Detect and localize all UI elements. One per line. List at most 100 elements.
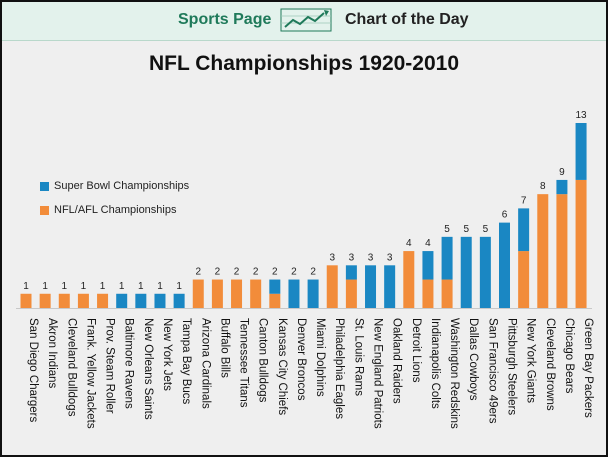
legend-label-super-bowl: Super Bowl Championships [54,180,190,192]
bar-super-bowl-green-bay-packers [575,123,587,180]
tick-label-buffalo-bills: Buffalo Bills [218,318,230,378]
data-label-cleveland-bulldogs: 1 [61,281,67,292]
data-label-akron-indians: 1 [42,281,48,292]
data-label-new-york-jets: 1 [157,281,163,292]
tick-label-st-louis-rams: St. Louis Rams [352,318,364,396]
bar-super-bowl-new-york-jets [154,293,166,308]
bar-nfl-afl-kansas-city-chiefs [269,293,281,308]
legend-label-nfl-afl: NFL/AFL Championships [54,204,177,216]
data-label-detroit-lions: 4 [406,238,412,249]
tick-label-tennessee-titans: Tennessee Titans [238,318,250,408]
chart-title: NFL Championships 1920-2010 [148,52,460,75]
bar-nfl-afl-buffalo-bills [211,279,223,308]
data-label-baltimore-ravens: 1 [119,281,125,292]
bar-super-bowl-baltimore-ravens [116,293,128,308]
bar-super-bowl-dallas-cowboys [460,236,472,308]
data-label-kansas-city-chiefs: 2 [272,267,278,278]
trend-chart-icon [280,8,332,32]
data-label-arizona-cardinals: 2 [195,267,201,278]
bar-super-bowl-pittsburgh-steelers [499,222,510,308]
data-label-st-louis-rams: 3 [349,252,355,263]
data-label-washington-redskins: 5 [444,224,450,235]
bar-super-bowl-washington-redskins [441,236,453,280]
tick-label-san-diego-chargers: San Diego Chargers [27,318,39,422]
bar-nfl-afl-canton-bulldogs [250,279,262,308]
tick-label-oakland-raiders: Oakland Raiders [391,318,403,404]
tick-label-cleveland-bulldogs: Cleveland Bulldogs [65,318,77,417]
bar-super-bowl-new-york-giants [518,208,530,252]
bar-nfl-afl-philadelphia-eagles [326,265,338,308]
bar-nfl-afl-st-louis-rams [345,279,357,308]
tick-label-new-england-patriots: New England Patriots [372,318,384,429]
data-label-dallas-cowboys: 5 [463,224,469,235]
tick-label-dallas-cowboys: Dallas Cowboys [467,318,479,401]
bar-nfl-afl-indianapolis-colts [422,279,434,308]
tick-label-baltimore-ravens: Baltimore Ravens [123,318,135,409]
bar-super-bowl-san-francisco-49ers [479,236,491,308]
header-banner: Sports Page Chart of the Day [2,2,606,41]
tick-label-indianapolis-colts: Indianapolis Colts [429,318,441,409]
tick-label-cleveland-browns: Cleveland Browns [544,318,556,411]
tick-label-akron-indians: Akron Indians [46,318,58,389]
data-label-pittsburgh-steelers: 6 [502,210,508,221]
tick-label-chicago-bears: Chicago Bears [563,318,575,394]
bar-super-bowl-denver-broncos [288,279,300,308]
tick-label-new-orleans-saints: New Orleans Saints [142,318,154,420]
tick-label-pittsburgh-steelers: Pittsburgh Steelers [506,318,518,415]
bar-nfl-afl-prov-steam-roller [97,293,109,308]
bar-super-bowl-chicago-bears [556,179,568,195]
tick-label-tampa-bay-bucs: Tampa Bay Bucs [180,318,192,405]
bar-nfl-afl-new-york-giants [518,251,530,308]
data-label-chicago-bears: 9 [559,167,565,178]
tick-label-denver-broncos: Denver Broncos [295,318,307,401]
data-label-tennessee-titans: 2 [234,267,240,278]
data-label-new-orleans-saints: 1 [138,281,144,292]
bar-nfl-afl-detroit-lions [403,251,415,308]
tick-label-kansas-city-chiefs: Kansas City Chiefs [276,318,288,415]
data-label-san-francisco-49ers: 5 [483,224,489,235]
bar-super-bowl-oakland-raiders [384,265,396,308]
data-label-denver-broncos: 2 [291,267,297,278]
tick-label-green-bay-packers: Green Bay Packers [582,318,594,418]
bar-super-bowl-miami-dolphins [307,279,319,308]
banner-section-name: Chart of the Day [345,11,469,28]
bar-super-bowl-tampa-bay-bucs [173,293,185,308]
bar-nfl-afl-washington-redskins [441,279,453,308]
bar-nfl-afl-tennessee-titans [231,279,243,308]
tick-label-canton-bulldogs: Canton Bulldogs [257,318,269,403]
bar-nfl-afl-cleveland-bulldogs [58,293,70,308]
data-label-indianapolis-colts: 4 [425,238,431,249]
tick-label-new-york-jets: New York Jets [161,318,173,391]
tick-label-prov-steam-roller: Prov. Steam Roller [104,318,116,414]
data-label-frank-yellow-jackets: 1 [81,281,87,292]
legend-swatch-super-bowl [40,182,49,191]
data-label-new-york-giants: 7 [521,195,527,206]
data-label-new-england-patriots: 3 [368,252,374,263]
tick-label-washington-redskins: Washington Redskins [448,318,460,429]
tick-label-new-york-giants: New York Giants [525,318,537,403]
bar-super-bowl-new-england-patriots [365,265,377,308]
tick-label-san-francisco-49ers: San Francisco 49ers [486,318,498,424]
legend-swatch-nfl-afl [40,206,49,215]
banner-site-name: Sports Page [178,11,272,28]
data-label-oakland-raiders: 3 [387,252,393,263]
tick-label-miami-dolphins: Miami Dolphins [314,318,326,397]
data-label-san-diego-chargers: 1 [23,281,29,292]
bar-nfl-afl-arizona-cardinals [192,279,204,308]
bar-super-bowl-kansas-city-chiefs [269,279,281,294]
data-label-buffalo-bills: 2 [215,267,221,278]
bar-nfl-afl-chicago-bears [556,194,568,308]
bar-nfl-afl-akron-indians [39,293,51,308]
data-label-cleveland-browns: 8 [540,181,546,192]
bar-super-bowl-indianapolis-colts [422,251,434,280]
data-label-canton-bulldogs: 2 [253,267,259,278]
tick-label-detroit-lions: Detroit Lions [410,318,422,383]
bar-super-bowl-st-louis-rams [345,265,357,280]
tick-label-philadelphia-eagles: Philadelphia Eagles [333,318,345,419]
bar-nfl-afl-cleveland-browns [537,194,549,308]
data-label-miami-dolphins: 2 [310,267,316,278]
bar-super-bowl-new-orleans-saints [135,293,147,308]
bar-nfl-afl-green-bay-packers [575,179,587,308]
